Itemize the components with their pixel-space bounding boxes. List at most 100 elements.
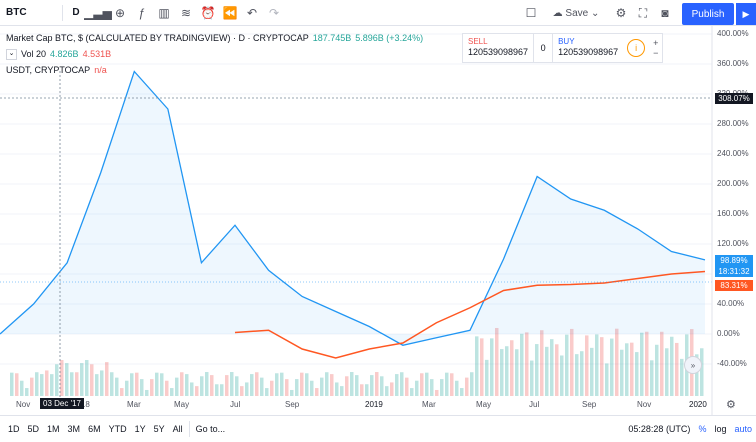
volume-bar (480, 338, 484, 396)
volume-bar (15, 373, 19, 396)
undo-icon[interactable]: ↶ (246, 5, 258, 20)
volume-bar (605, 363, 609, 396)
volume-bar (485, 359, 489, 396)
save-button[interactable]: ☁ Save ⌄ (542, 0, 610, 26)
range-button[interactable]: 3M (67, 423, 81, 434)
range-button[interactable]: 1D (8, 423, 20, 434)
symbol-search-button[interactable]: BTC (6, 7, 27, 18)
volume-bar (275, 373, 279, 396)
volume-bar (625, 343, 629, 396)
range-button[interactable]: 1M (47, 423, 60, 434)
settings-gear-icon[interactable]: ⚙ (615, 6, 627, 20)
volume-bar (210, 375, 214, 396)
fullscreen-icon[interactable]: ⛶ (638, 5, 648, 20)
replay-icon[interactable]: ⏪ (222, 5, 238, 20)
volume-bar (80, 363, 84, 396)
compare-icon[interactable]: ≋ (180, 5, 192, 20)
alert-icon[interactable]: ⏰ (200, 5, 216, 20)
collapse-chevron-icon[interactable]: ⌄ (6, 48, 17, 60)
volume-bar (65, 363, 69, 396)
btc-line (0, 70, 706, 346)
volume-bar (420, 373, 424, 396)
x-tick-label: 2019 (365, 400, 383, 409)
play-icon[interactable]: ▶ (736, 3, 756, 25)
volume-bar (460, 388, 464, 396)
top-toolbar: BTC D ▁▃▅ ⊕ ƒ ▥ ≋ ⏰ ⏪ ↶ ↷ ☐ ☁ Save ⌄ ⚙ ⛶… (0, 0, 756, 26)
volume-bar (580, 351, 584, 396)
redo-icon[interactable]: ↷ (268, 5, 280, 20)
goto-button[interactable]: Go to... (195, 423, 226, 434)
volume-bar (270, 380, 274, 396)
volume-bar (215, 384, 219, 396)
info-icon[interactable]: i (627, 39, 646, 57)
publish-button[interactable]: Publish (682, 3, 734, 25)
compare-value: n/a (94, 65, 107, 75)
range-button[interactable]: YTD (108, 423, 127, 434)
volume-bar (340, 386, 344, 396)
y-tick-label: 360.00% (717, 59, 749, 68)
volume-bar (675, 342, 679, 396)
add-symbol-icon[interactable]: ⊕ (114, 5, 126, 20)
fullscreen-square-icon[interactable]: ☐ (525, 6, 537, 20)
volume-bar (335, 382, 339, 396)
volume-bar (635, 352, 639, 396)
auto-toggle[interactable]: auto (734, 424, 752, 434)
clock[interactable]: 05:28:28 (UTC) (628, 424, 691, 434)
volume-bar (430, 379, 434, 396)
volume-bar (395, 374, 399, 396)
volume-bar (465, 377, 469, 396)
minus-icon[interactable]: − (653, 48, 659, 58)
spread-value: 0 (533, 34, 554, 62)
volume-bar (570, 328, 574, 396)
range-button[interactable]: 5Y (153, 423, 165, 434)
settings-gear-icon[interactable]: ⚙ (726, 399, 736, 411)
percent-toggle[interactable]: % (698, 424, 707, 434)
volume-bar (385, 386, 389, 396)
volume-bar (530, 360, 534, 396)
volume-bar (440, 379, 444, 396)
range-button[interactable]: All (172, 423, 183, 434)
log-toggle[interactable]: log (714, 424, 727, 434)
volume-bar (110, 372, 114, 396)
volume-bar (535, 344, 539, 396)
volume-bar (135, 372, 139, 396)
indicators-icon[interactable]: ƒ (138, 5, 146, 20)
compare-label: USDT, CRYPTOCAP (6, 65, 91, 75)
range-button[interactable]: 6M (88, 423, 101, 434)
x-tick-label: Jul (529, 400, 540, 409)
templates-icon[interactable]: ▥ (158, 5, 170, 20)
crosshair-price-tag: 308.07% (715, 93, 753, 104)
volume-bar (255, 372, 259, 396)
sell-button[interactable]: SELL 120539098967 (463, 34, 533, 62)
price-chart[interactable] (0, 26, 756, 415)
range-button[interactable]: 5D (27, 423, 40, 434)
camera-icon[interactable]: ◙ (661, 6, 669, 20)
scroll-to-realtime-icon[interactable]: » (684, 356, 702, 374)
volume-bar (450, 373, 454, 396)
volume-bar (445, 372, 449, 396)
volume-bar (35, 372, 39, 396)
range-button[interactable]: 1Y (134, 423, 146, 434)
volume-bar (380, 376, 384, 396)
buy-button[interactable]: BUY 120539098967 (553, 34, 623, 62)
interval-button[interactable]: D (72, 7, 80, 18)
volume-bar (70, 372, 74, 396)
x-tick-label: May (476, 400, 492, 409)
volume-bar (40, 374, 44, 396)
volume-bar (330, 374, 334, 396)
volume-bar (620, 349, 624, 396)
volume-bar (195, 386, 199, 396)
volume-bar (680, 358, 684, 396)
bar-chart-icon[interactable]: ▁▃▅ (84, 5, 112, 20)
volume-bar (325, 372, 329, 396)
volume-bar (235, 376, 239, 396)
y-tick-label: 200.00% (717, 179, 749, 188)
volume-bar (655, 344, 659, 396)
vol-value-2: 4.531B (82, 49, 112, 59)
volume-bar (590, 347, 594, 396)
x-tick-label: Nov (16, 400, 31, 409)
y-tick-label: 40.00% (717, 299, 745, 308)
volume-bar (405, 377, 409, 396)
plus-icon[interactable]: + (653, 38, 659, 48)
volume-bar (300, 372, 304, 396)
